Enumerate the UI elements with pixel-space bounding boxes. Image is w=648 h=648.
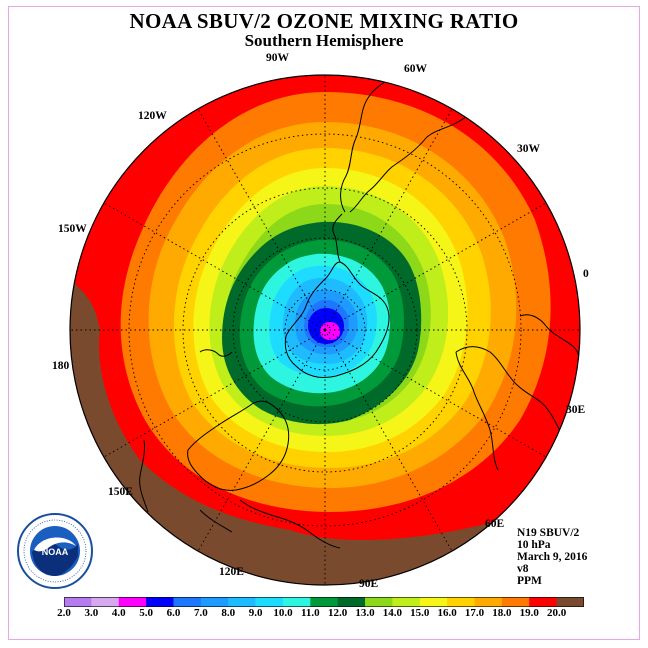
- colorbar-tick-label: 14.0: [382, 607, 403, 619]
- colorbar-tick-label: 7.0: [193, 607, 208, 619]
- antarctic-peninsula: [332, 213, 343, 263]
- colorbar-swatch: [200, 597, 229, 607]
- meridian-line: [324, 329, 453, 552]
- lon-label-60e: 60E: [485, 518, 505, 530]
- australia-coastline: [187, 400, 290, 491]
- info-instrument: N19 SBUV/2: [517, 527, 580, 539]
- info-version: v8: [517, 563, 529, 575]
- latitude-circle: [284, 289, 366, 371]
- colorbar-swatch: [310, 597, 338, 607]
- figure-frame: [8, 6, 640, 640]
- colorbar-swatch: [337, 597, 366, 607]
- colorbar-swatch: [118, 597, 147, 607]
- meridian-line: [197, 108, 326, 331]
- colorbar: [64, 597, 584, 607]
- info-date: March 9, 2016: [517, 551, 588, 563]
- colorbar-swatch: [474, 597, 503, 607]
- meridian-line: [324, 202, 547, 331]
- colorbar-tick-label: 16.0: [437, 607, 457, 619]
- map-subtitle: Southern Hemisphere: [244, 31, 404, 50]
- colorbar-tick-label: 13.0: [355, 607, 375, 619]
- lon-label-30w: 30W: [517, 143, 540, 155]
- colorbar-swatch: [173, 597, 202, 607]
- colorbar-tick-label: 18.0: [492, 607, 512, 619]
- lon-label-60w: 60W: [404, 63, 427, 75]
- map-title: NOAA SBUV/2 OZONE MIXING RATIO: [129, 9, 519, 33]
- colorbar-tick-label: 17.0: [464, 607, 485, 619]
- latitude-circle: [128, 133, 522, 527]
- meridian-line: [324, 329, 547, 458]
- colorbar-tick-label: 20.0: [547, 607, 567, 619]
- meridian-line: [197, 329, 326, 552]
- colorbar-tick-label: 15.0: [410, 607, 430, 619]
- colorbar-swatch: [392, 597, 421, 607]
- colorbar-swatch: [64, 597, 92, 607]
- colorbar-swatch: [91, 597, 120, 607]
- colorbar-tick-label: 9.0: [248, 607, 263, 619]
- coastlines: [139, 75, 580, 549]
- colorbar-swatch: [447, 597, 475, 607]
- colorbar-tick-label: 12.0: [328, 607, 348, 619]
- meridian-line: [324, 108, 453, 331]
- colorbar-tick-label: 19.0: [519, 607, 539, 619]
- colorbar-tick-label: 2.0: [57, 607, 71, 619]
- lon-label-180: 180: [52, 360, 70, 372]
- colorbar-tick-label: 4.0: [111, 607, 126, 619]
- lon-label-90w: 90W: [266, 52, 289, 64]
- info-pressure-level: 10 hPa: [517, 539, 551, 551]
- noaa-logo-icon: NOAA: [17, 513, 93, 589]
- lon-label-0: 0: [583, 268, 589, 280]
- lon-label-150e: 150E: [108, 486, 133, 498]
- ozone-contour-field: [70, 75, 580, 585]
- colorbar-swatch: [146, 597, 174, 607]
- colorbar-swatch: [228, 597, 256, 607]
- colorbar-swatch: [255, 597, 284, 607]
- madagascar-coastline: [519, 314, 579, 361]
- lon-label-120e: 120E: [219, 566, 244, 578]
- colorbar-tick-label: 8.0: [221, 607, 236, 619]
- south-america-coastline: [340, 75, 495, 213]
- colorbar-swatch: [365, 597, 393, 607]
- lon-label-120w: 120W: [138, 110, 167, 122]
- colorbar-tick-label: 3.0: [84, 607, 99, 619]
- logo-text: NOAA: [42, 547, 69, 557]
- colorbar-swatch: [556, 597, 584, 607]
- globe-outline: [69, 74, 581, 586]
- meridian-line: [103, 202, 326, 331]
- colorbar-tick-label: 6.0: [166, 607, 181, 619]
- lon-label-90e: 90E: [359, 578, 379, 590]
- info-units: PPM: [517, 575, 542, 587]
- lon-label-30e: 30E: [566, 404, 586, 416]
- meridian-line: [103, 329, 326, 458]
- colorbar-swatch: [529, 597, 557, 607]
- antarctica-coastline: [284, 261, 390, 379]
- colorbar-swatch: [419, 597, 448, 607]
- colorbar-tick-label: 10.0: [273, 607, 293, 619]
- colorbar-tick-label: 11.0: [300, 607, 320, 619]
- graticule: [70, 75, 580, 585]
- colorbar-swatch: [282, 597, 311, 607]
- latitude-circle: [232, 237, 418, 423]
- colorbar-tick-label: 5.0: [139, 607, 153, 619]
- lon-label-150w: 150W: [58, 223, 87, 235]
- colorbar-swatch: [501, 597, 530, 607]
- new-zealand-coastline: [139, 349, 233, 513]
- latitude-circle: [182, 187, 468, 473]
